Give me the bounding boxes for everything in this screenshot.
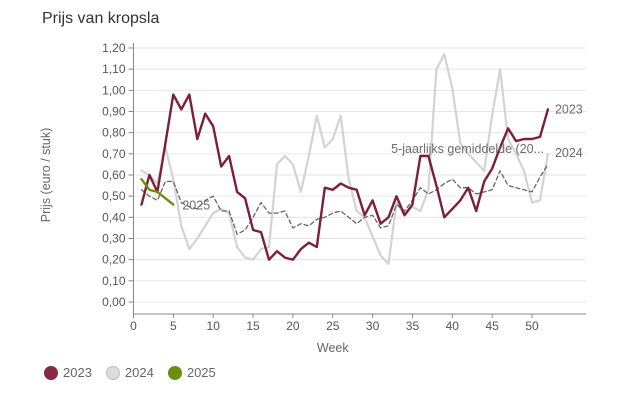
x-tick-label: 50 — [525, 319, 539, 333]
x-tick-label: 10 — [207, 319, 221, 333]
x-tick-label: 0 — [130, 319, 137, 333]
legend-item-2024[interactable]: 2024 — [105, 365, 154, 380]
x-tick-label: 15 — [246, 319, 260, 333]
y-tick-label: 1,00 — [102, 83, 126, 97]
legend-label: 2025 — [186, 365, 216, 380]
x-axis-title: Week — [317, 341, 349, 355]
y-tick-label: 0,40 — [102, 210, 126, 224]
y-tick-label: 0,30 — [102, 232, 126, 246]
legend-label: 2024 — [124, 365, 154, 380]
x-tick-label: 30 — [366, 319, 380, 333]
legend-swatch-icon — [44, 365, 58, 380]
y-tick-label: 0,10 — [102, 274, 126, 288]
y-tick-label: 0,90 — [102, 105, 126, 119]
series-end-label: 2024 — [555, 146, 583, 160]
legend-item-2025[interactable]: 2025 — [167, 365, 216, 380]
series-line-2023[interactable] — [140, 93, 550, 261]
y-tick-label: 0,00 — [102, 295, 126, 309]
x-tick-label: 25 — [326, 319, 340, 333]
y-axis-title: Prijs (euro / stuk) — [39, 128, 53, 222]
x-tick-label: 40 — [446, 319, 460, 333]
x-axis-ticks: 0 5 10 15 20 25 30 35 40 45 50 — [130, 314, 539, 333]
legend-swatch-icon — [167, 365, 182, 380]
x-tick-label: 35 — [406, 319, 420, 333]
y-tick-label: 0,50 — [102, 189, 126, 203]
y-tick-label: 0,80 — [102, 126, 126, 140]
legend-label: 2023 — [63, 365, 92, 380]
series-group — [140, 53, 550, 265]
legend: 2023 2024 2025 — [44, 365, 216, 380]
x-tick-label: 5 — [170, 319, 177, 333]
y-tick-label: 0,20 — [102, 253, 126, 267]
y-tick-label: 0,70 — [102, 147, 126, 161]
series-line-2025[interactable] — [140, 177, 175, 206]
x-tick-label: 45 — [485, 319, 499, 333]
series-end-labels: 2024 5-jaarlijks gemiddelde (20... 2023 202… — [182, 102, 582, 212]
chart-title: Prijs van kropsla — [42, 10, 160, 27]
series-end-label: 2025 — [182, 199, 210, 213]
y-tick-label: 1,20 — [102, 41, 126, 55]
series-end-label: 2023 — [555, 102, 583, 116]
legend-item-2023[interactable]: 2023 — [44, 365, 92, 380]
series-end-label: 5-jaarlijks gemiddelde (20... — [391, 142, 544, 156]
x-tick-label: 20 — [286, 319, 300, 333]
gridlines — [133, 47, 586, 303]
legend-swatch-icon — [105, 365, 120, 380]
y-tick-label: 1,10 — [102, 62, 126, 76]
y-tick-label: 0,60 — [102, 168, 126, 182]
series-line-2024[interactable] — [140, 53, 550, 265]
y-axis-ticks: 0,00 0,10 0,20 0,30 0,40 0,50 0,60 0,70 0,80 0,90… — [102, 41, 134, 309]
series-line-5-jaarlijks-gemiddelde-20[interactable] — [140, 163, 549, 235]
